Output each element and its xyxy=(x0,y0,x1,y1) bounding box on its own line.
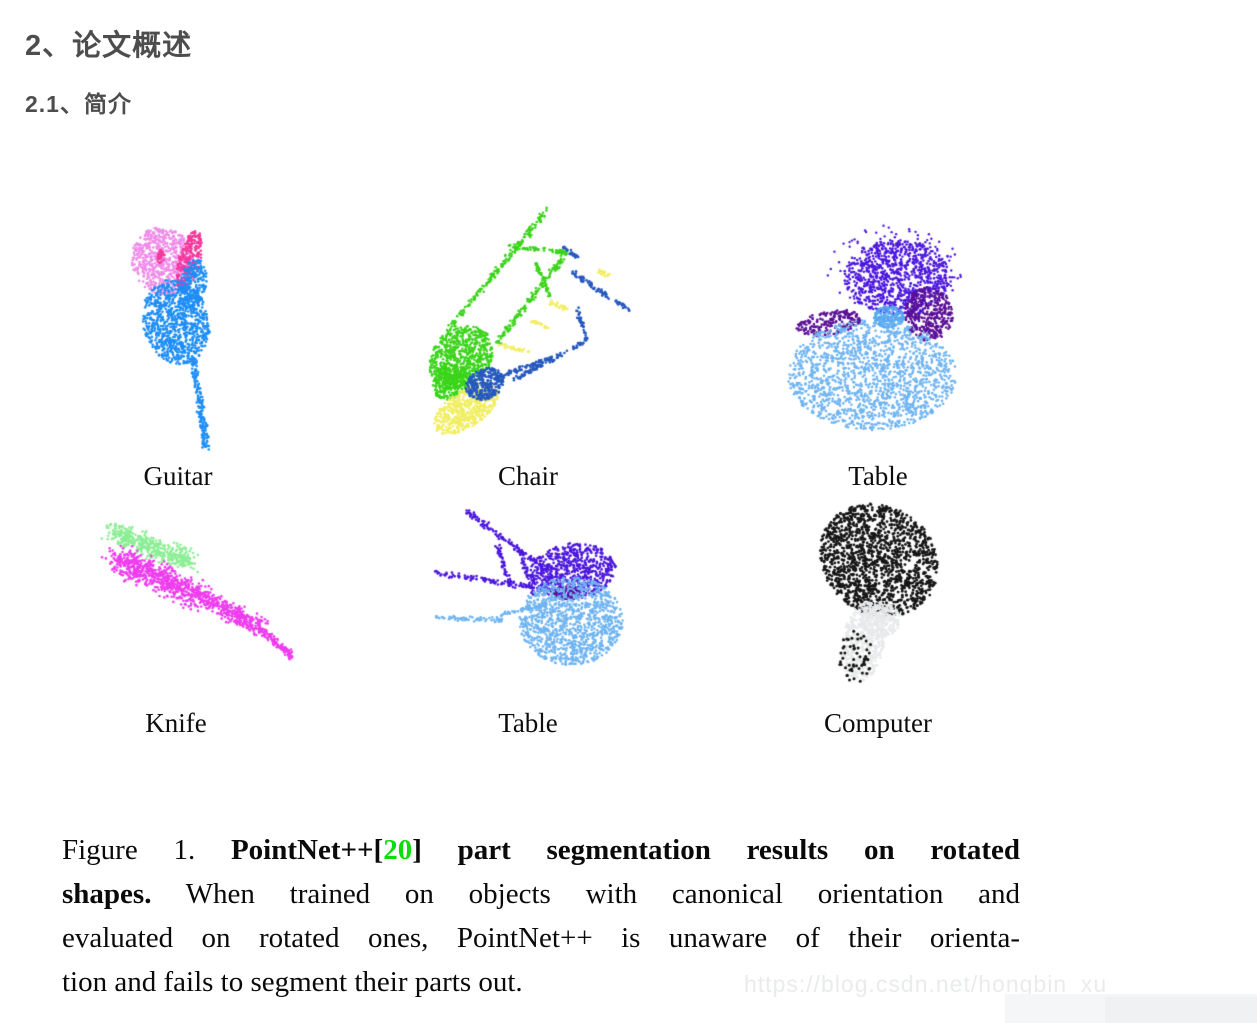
caption-segment: evaluated on rotated ones, PointNet++ is… xyxy=(62,922,1020,954)
caption-line: Figure 1. PointNet++[20] part segmentati… xyxy=(62,828,1020,872)
section-heading: 2、论文概述 xyxy=(25,30,193,62)
corner-overlay xyxy=(1005,994,1257,1023)
pointcloud-label-chair: Chair xyxy=(498,461,558,491)
pointcloud-label-table-2: Table xyxy=(498,708,558,738)
pointcloud-label-knife: Knife xyxy=(145,708,207,738)
figure-caption: Figure 1. PointNet++[20] part segmentati… xyxy=(62,828,1020,1004)
caption-segment: shapes. xyxy=(62,878,152,910)
subsection-heading: 2.1、简介 xyxy=(25,91,132,117)
caption-segment: Figure 1. xyxy=(62,834,231,866)
pointcloud-label-computer: Computer xyxy=(824,708,932,738)
pointcloud-label-table: Table xyxy=(848,461,908,491)
caption-line: tion and fails to segment their parts ou… xyxy=(62,960,1020,1004)
caption-line: evaluated on rotated ones, PointNet++ is… xyxy=(62,916,1020,960)
caption-segment: 20 xyxy=(383,834,413,866)
watermark-url: https://blog.csdn.net/hongbin_xu xyxy=(744,971,1108,997)
caption-segment: PointNet++[ xyxy=(230,834,384,866)
corner-overlay-inner xyxy=(1105,997,1257,1023)
caption-segment: ] part segmentation results on rotated xyxy=(412,834,1020,866)
caption-segment: When trained on objects with canonical o… xyxy=(151,878,1020,910)
pointcloud-label-guitar: Guitar xyxy=(143,461,213,491)
caption-segment: tion and fails to segment their parts ou… xyxy=(62,966,523,998)
caption-line: shapes. When trained on objects with can… xyxy=(62,872,1020,916)
